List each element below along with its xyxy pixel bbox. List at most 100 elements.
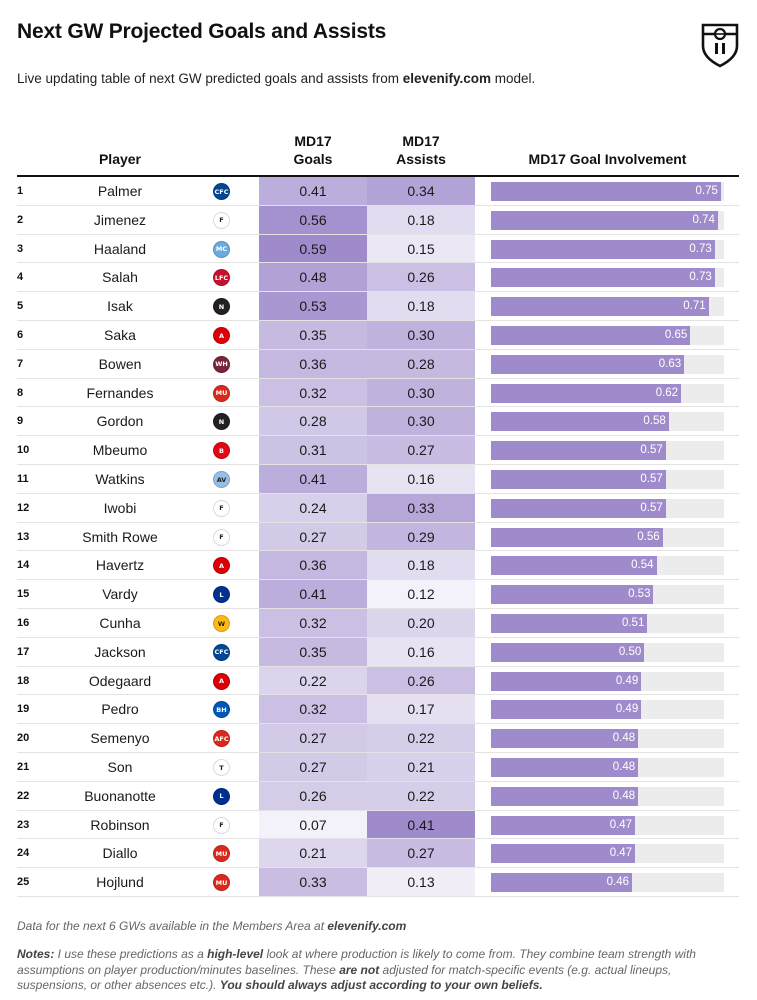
player-name: Vardy — [102, 586, 138, 603]
chelsea-crest-icon: CFC — [213, 183, 230, 200]
assists-cell: 0.18 — [367, 551, 475, 581]
footer-brand-link[interactable]: elevenify.com — [327, 919, 407, 933]
notes-label: Notes: — [17, 947, 55, 961]
involvement-value: 0.56 — [637, 530, 660, 543]
row-divider — [17, 463, 739, 465]
notes-bold-1: high-level — [207, 947, 264, 961]
row-divider — [17, 492, 739, 494]
table-row: 7 Bowen WH 0.36 0.28 0.63 — [0, 349, 757, 379]
involvement-bar: 0.58 — [491, 412, 669, 432]
fulham-crest-icon: F — [213, 816, 230, 834]
involvement-value: 0.74 — [692, 213, 715, 226]
table-row: 22 Buonanotte L 0.26 0.22 0.48 — [0, 781, 757, 811]
row-divider — [17, 435, 739, 437]
player-name: Cunha — [99, 615, 141, 631]
row-divider — [17, 607, 739, 609]
rank-label: 7 — [17, 357, 24, 370]
rank-label: 4 — [17, 271, 24, 284]
goals-cell: 0.33 — [259, 868, 367, 897]
involvement-value: 0.46 — [606, 876, 630, 889]
involvement-bar-track: 0.48 — [491, 729, 724, 749]
player-name: Isak — [107, 298, 133, 315]
player-name: Son — [107, 759, 133, 775]
row-divider — [17, 665, 739, 667]
player-name: Watkins — [95, 471, 145, 487]
row-divider — [17, 895, 739, 897]
player-name: Smith Rowe — [82, 528, 158, 545]
player-name: Havertz — [95, 557, 145, 574]
goals-cell: 0.32 — [259, 378, 367, 408]
rank-label: 22 — [17, 789, 30, 802]
player-name: Saka — [104, 327, 136, 343]
involvement-bar: 0.75 — [491, 182, 721, 201]
liverpool-crest-icon: LFC — [213, 269, 230, 287]
assists-cell: 0.27 — [367, 436, 475, 465]
goals-cell: 0.53 — [259, 292, 367, 321]
player-name: Diallo — [102, 845, 138, 862]
subtitle-brand-link[interactable]: elevenify.com — [402, 71, 492, 86]
row-divider — [17, 377, 739, 379]
involvement-bar-track: 0.46 — [491, 873, 724, 893]
table-row: 16 Cunha W 0.32 0.20 0.51 — [0, 609, 757, 638]
involvement-bar: 0.53 — [491, 585, 654, 605]
chelsea-crest-icon: CFC — [213, 643, 230, 661]
table-row: 24 Diallo MU 0.21 0.27 0.47 — [0, 839, 757, 869]
table-row: 10 Mbeumo B 0.31 0.27 0.57 — [0, 436, 757, 465]
goals-cell: 0.22 — [259, 666, 367, 696]
goals-cell: 0.36 — [259, 349, 367, 379]
table-row: 4 Salah LFC 0.48 0.26 0.73 — [0, 263, 757, 293]
involvement-bar-track: 0.49 — [491, 700, 724, 720]
player-name: Jimenez — [93, 211, 147, 228]
goals-cell: 0.26 — [259, 781, 367, 811]
row-divider — [17, 694, 739, 696]
involvement-bar: 0.46 — [491, 873, 633, 893]
row-divider — [17, 838, 739, 840]
assists-cell: 0.13 — [367, 868, 475, 897]
involvement-bar-track: 0.57 — [491, 498, 724, 518]
involvement-value: 0.47 — [609, 847, 633, 860]
assists-cell: 0.29 — [367, 522, 475, 552]
table-row: 1 Palmer CFC 0.41 0.34 0.75 — [0, 177, 757, 206]
involvement-value: 0.73 — [689, 271, 712, 284]
newcastle-crest-icon: N — [213, 298, 230, 316]
arsenal-crest-icon: A — [213, 557, 230, 575]
table-row: 17 Jackson CFC 0.35 0.16 0.50 — [0, 637, 757, 667]
table-row: 25 Hojlund MU 0.33 0.13 0.46 — [0, 868, 757, 897]
assists-cell: 0.26 — [367, 666, 475, 696]
goals-cell: 0.27 — [259, 522, 367, 552]
goals-cell: 0.48 — [259, 263, 367, 293]
assists-cell: 0.17 — [367, 695, 475, 725]
assists-cell: 0.41 — [367, 810, 475, 840]
man-utd-crest-icon: MU — [213, 384, 230, 402]
header-divider — [17, 175, 739, 177]
involvement-bar: 0.47 — [491, 844, 636, 864]
involvement-bar: 0.57 — [491, 470, 666, 489]
notes-bold-2: are not — [339, 962, 380, 977]
involvement-bar: 0.50 — [491, 642, 645, 662]
goals-cell: 0.56 — [259, 205, 367, 235]
column-header-involvement: MD17 Goal Involvement — [528, 151, 687, 167]
goals-cell: 0.41 — [259, 177, 367, 206]
involvement-bar-track: 0.65 — [491, 326, 724, 345]
table-row: 12 Iwobi F 0.24 0.33 0.57 — [0, 493, 757, 523]
involvement-bar-track: 0.62 — [491, 383, 724, 403]
man-utd-crest-icon: MU — [213, 845, 230, 863]
assists-cell: 0.33 — [367, 493, 475, 523]
involvement-value: 0.57 — [640, 473, 663, 485]
row-divider — [17, 204, 739, 206]
table-row: 23 Robinson F 0.07 0.41 0.47 — [0, 810, 757, 840]
involvement-bar-track: 0.50 — [491, 642, 724, 662]
row-divider — [17, 348, 739, 350]
involvement-bar: 0.63 — [491, 354, 685, 374]
involvement-bar: 0.73 — [491, 239, 715, 259]
notes-text-3: adjusted for match-specific events (e.g.… — [17, 962, 672, 993]
involvement-bar: 0.74 — [491, 210, 718, 230]
rank-label: 19 — [17, 703, 30, 716]
goals-cell: 0.35 — [259, 321, 367, 350]
footer-members-note: Data for the next 6 GWs available in the… — [17, 919, 406, 933]
row-divider — [17, 723, 739, 725]
row-divider — [17, 809, 739, 811]
rank-label: 13 — [17, 530, 30, 543]
assists-cell: 0.30 — [367, 407, 475, 437]
involvement-value: 0.57 — [640, 501, 663, 514]
